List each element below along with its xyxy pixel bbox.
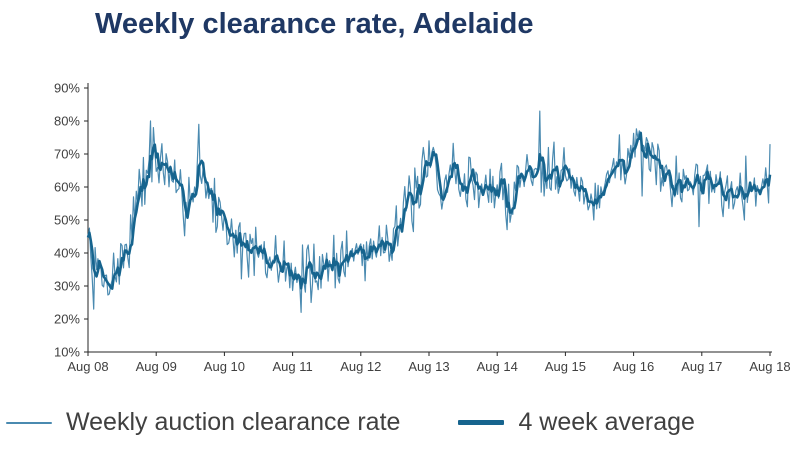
x-tick-label: Aug 17 — [681, 359, 722, 374]
legend-item-average: 4 week average — [458, 408, 695, 437]
x-tick-label: Aug 14 — [477, 359, 518, 374]
legend-label-average: 4 week average — [518, 408, 695, 436]
chart-title: Weekly clearance rate, Adelaide — [95, 8, 534, 40]
y-tick-label: 90% — [54, 81, 80, 96]
y-tick-label: 40% — [54, 246, 80, 261]
x-tick-label: Aug 08 — [67, 359, 108, 374]
x-tick-label: Aug 11 — [272, 359, 312, 374]
y-tick-label: 60% — [54, 180, 80, 195]
legend-item-weekly: Weekly auction clearance rate — [6, 408, 400, 437]
legend-line-average-icon — [458, 420, 505, 425]
chart-canvas: 10% 20% 30% 40% 50% 60% 70% 80% 90% Aug 08 Aug 09 A… — [54, 81, 791, 375]
x-tick-label: Aug 12 — [340, 359, 381, 374]
average-series-line — [86, 131, 772, 290]
x-tick-label: Aug 18 — [749, 359, 790, 374]
x-tick-label: Aug 10 — [204, 359, 245, 374]
weekly-series-line — [87, 110, 771, 313]
x-tick-label: Aug 16 — [613, 359, 654, 374]
x-tick-label: Aug 13 — [408, 359, 449, 374]
y-tick-label: 80% — [54, 114, 80, 129]
chart-legend: Weekly auction clearance rate 4 week ave… — [6, 408, 801, 437]
legend-label-weekly: Weekly auction clearance rate — [66, 408, 401, 436]
y-tick-label: 20% — [54, 312, 80, 327]
y-tick-label: 10% — [54, 345, 80, 360]
y-tick-label: 30% — [54, 279, 80, 294]
y-tick-label: 50% — [54, 213, 80, 228]
y-tick-label: 70% — [54, 147, 80, 162]
x-tick-label: Aug 15 — [545, 359, 586, 374]
legend-line-weekly-icon — [6, 421, 52, 424]
x-tick-label: Aug 09 — [136, 359, 177, 374]
